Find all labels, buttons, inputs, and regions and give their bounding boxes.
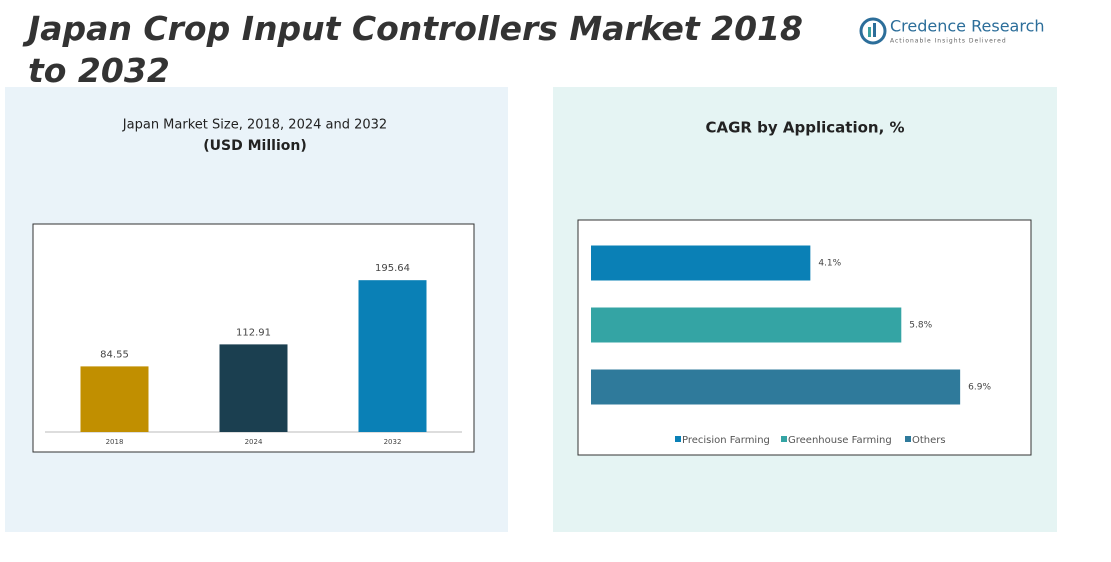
bar <box>219 344 288 432</box>
brand-name: Credence Research <box>890 17 1045 36</box>
bar <box>591 245 811 281</box>
bar <box>80 366 149 432</box>
logo-icon <box>873 23 876 37</box>
bar <box>591 369 961 405</box>
logo: Credence Research Actionable Insights De… <box>859 17 1045 45</box>
legend-label: Greenhouse Farming <box>788 435 892 446</box>
x-tick-label: 2018 <box>106 438 124 446</box>
page-title: Japan Crop Input Controllers Market 2018… <box>28 9 804 90</box>
value-label: 6.9% <box>968 383 991 393</box>
value-label: 5.8% <box>909 321 932 331</box>
legend-label: Others <box>912 435 946 446</box>
logo-icon <box>868 27 871 37</box>
value-label: 195.64 <box>375 263 410 274</box>
logo-icon <box>859 17 887 45</box>
value-label: 4.1% <box>818 259 841 269</box>
legend-swatch <box>675 436 681 442</box>
x-tick-label: 2024 <box>245 438 263 446</box>
legend-swatch <box>905 436 911 442</box>
chart-subtitle: (USD Million) <box>203 138 306 154</box>
bar <box>358 280 427 432</box>
x-tick-label: 2032 <box>384 438 402 446</box>
legend-label: Precision Farming <box>682 435 770 446</box>
bar <box>591 307 902 343</box>
chart-title: CAGR by Application, % <box>705 119 904 137</box>
value-label: 84.55 <box>100 349 129 360</box>
value-label: 112.91 <box>236 327 271 338</box>
legend-swatch <box>781 436 787 442</box>
chart-title: Japan Market Size, 2018, 2024 and 2032 <box>122 118 387 133</box>
brand-tagline: Actionable Insights Delivered <box>890 38 1007 45</box>
